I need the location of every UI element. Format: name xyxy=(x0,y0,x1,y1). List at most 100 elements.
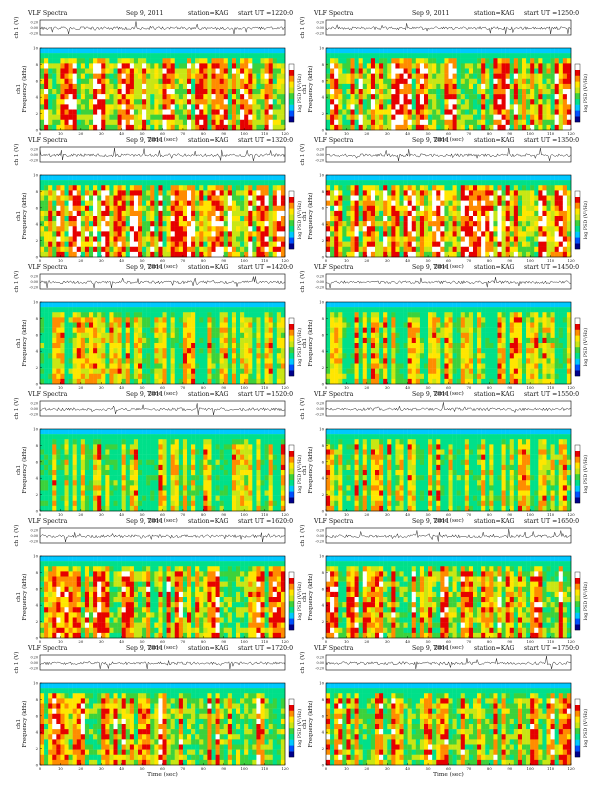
spectrogram-cell xyxy=(40,337,45,344)
spectrogram-cell xyxy=(566,210,572,217)
spectrogram-cell xyxy=(452,114,457,120)
spectrogram-cell xyxy=(199,58,204,64)
spectrogram-cell xyxy=(146,241,151,247)
spectrogram-cell xyxy=(554,48,559,54)
spectrogram-cell xyxy=(493,180,498,186)
colorbar-frame xyxy=(288,190,295,250)
spectrogram-cell xyxy=(276,63,282,69)
spectrogram-cell xyxy=(456,83,461,90)
spectrogram-cell xyxy=(170,302,175,308)
spectrogram-cell xyxy=(138,353,143,359)
spectrogram-cell xyxy=(399,226,404,232)
x-tick-label: 120 xyxy=(281,258,289,263)
spectrogram-cell xyxy=(264,73,269,79)
spectrogram-cell xyxy=(64,373,69,380)
spectrogram-cell xyxy=(264,210,269,217)
spectrogram-cell xyxy=(432,195,437,201)
spectrogram-cell xyxy=(146,236,151,242)
spectrogram-cell xyxy=(509,210,515,217)
spectrogram-cell xyxy=(240,63,245,69)
spectrogram-cell xyxy=(383,114,388,120)
spectrogram-cell xyxy=(227,312,233,318)
spectrogram-cell xyxy=(105,68,110,74)
spectrogram-cell xyxy=(219,241,224,247)
spectrogram-cell xyxy=(542,180,547,186)
spectrogram-cell xyxy=(215,322,220,328)
spectrogram-cell xyxy=(248,205,253,212)
spectrogram-cell xyxy=(162,210,167,217)
spectrogram-cell xyxy=(428,63,433,69)
spectrogram-cell xyxy=(244,327,249,333)
spectrogram-cell xyxy=(346,205,351,212)
spectrogram-cell xyxy=(207,48,212,54)
spectrogram-cell xyxy=(187,231,192,237)
spectrogram-cell xyxy=(56,251,61,258)
spectrogram-cell xyxy=(493,109,498,115)
spectrogram-cell xyxy=(252,236,257,242)
spectrogram-cell xyxy=(424,205,429,212)
spectrogram-cell xyxy=(280,94,286,100)
spectrogram-cell xyxy=(97,99,102,105)
spectrogram-cell xyxy=(509,251,515,258)
spectrogram-cell xyxy=(199,317,204,323)
spectrogram-cell xyxy=(215,190,220,196)
spectrogram-cell xyxy=(481,226,486,232)
spectrogram-cell xyxy=(391,99,396,105)
x-tick-label: 50 xyxy=(140,131,145,136)
spectrogram-cell xyxy=(244,58,249,64)
spectrogram-cell xyxy=(244,241,249,247)
spectrogram-cell xyxy=(375,109,380,115)
spectrogram-cell xyxy=(231,302,237,308)
spectrogram-cell xyxy=(166,205,171,212)
spectrogram-cell xyxy=(207,205,212,212)
spectrogram-cell xyxy=(330,185,335,191)
spectrogram-cell xyxy=(411,226,417,232)
spectrogram-cell xyxy=(248,63,253,69)
spectrogram-cell xyxy=(219,373,224,380)
spectrogram-cell xyxy=(166,353,171,359)
spectrogram-cell xyxy=(456,58,461,64)
spectrogram-cell xyxy=(481,124,486,131)
spectrogram-cell xyxy=(60,104,65,110)
spectrogram-cell xyxy=(534,210,539,217)
spectrogram-cell xyxy=(513,175,519,181)
spectrogram-cell xyxy=(260,337,265,344)
spectrogram-cell xyxy=(240,195,245,201)
spectrogram-cell xyxy=(562,216,568,222)
spectrogram-cell xyxy=(158,109,163,115)
spectrogram-cell xyxy=(452,58,457,64)
spectrogram-cell xyxy=(219,180,224,186)
spectrogram-cell xyxy=(448,48,453,54)
x-tick-label: 110 xyxy=(261,258,269,263)
spectrogram-cell xyxy=(48,337,53,344)
spectrogram-cell xyxy=(199,83,204,90)
spectrogram-cell xyxy=(436,180,441,186)
spectrogram-cell xyxy=(460,58,466,64)
spectrogram-cell xyxy=(105,94,110,100)
panel-program-label: VLF Spectra xyxy=(27,137,68,144)
colorbar-step xyxy=(289,191,294,197)
spectrogram-cell xyxy=(142,104,147,110)
spectrogram-cell xyxy=(178,353,184,359)
spectrogram-cell xyxy=(468,53,474,59)
spectrogram-cell xyxy=(231,363,237,369)
spectrogram-cell xyxy=(383,221,388,227)
spectrogram-cell xyxy=(513,180,519,186)
spectrogram-cell xyxy=(84,358,90,364)
spectrogram-cell xyxy=(231,378,237,385)
spectrogram-cell xyxy=(48,363,53,369)
spectrogram-cell xyxy=(252,231,257,237)
spectrogram-cell xyxy=(477,58,482,64)
spectrogram-cell xyxy=(379,68,384,74)
spectrogram-cell xyxy=(97,378,102,385)
spectrogram-cell xyxy=(105,241,110,247)
spectrogram-cell xyxy=(52,109,57,115)
spectrogram-cell xyxy=(354,89,359,95)
spectrogram-cell xyxy=(489,175,494,181)
spectrogram-cell xyxy=(170,210,175,217)
spectrogram-cell xyxy=(80,73,86,79)
spectrogram-cell xyxy=(460,104,466,110)
spectrogram-cell xyxy=(562,114,568,120)
spectrogram-cell xyxy=(154,363,159,369)
spectrogram-cell xyxy=(260,368,265,374)
